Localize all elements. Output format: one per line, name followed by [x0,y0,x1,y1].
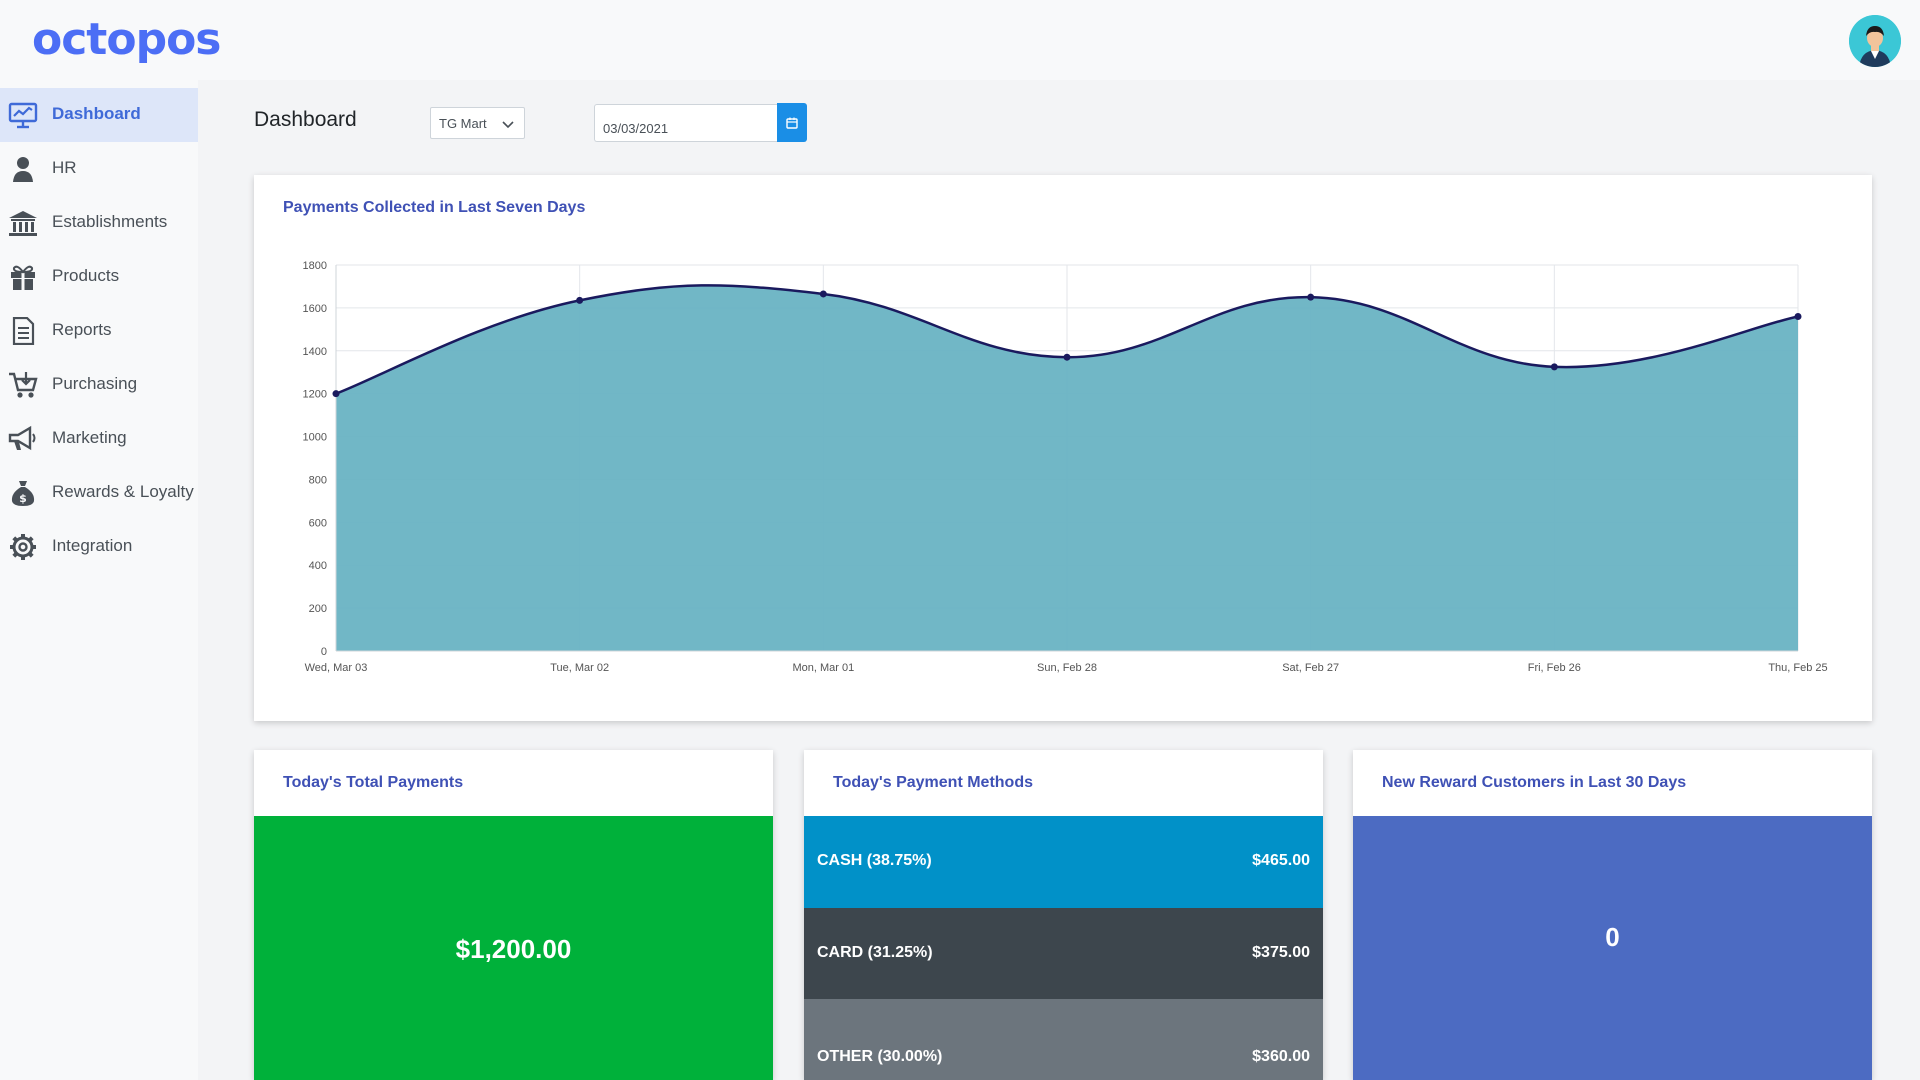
payments-area-chart: 0 200 400 600 800 1000 1200 1400 1600 1800 Wed, Ma… [303,260,1828,674]
sidebar-item-dashboard[interactable]: Dashboard [0,88,198,142]
sidebar-item-label: Purchasing [52,374,138,393]
y-tick-label: 1800 [303,260,327,272]
user-avatar[interactable] [1849,15,1901,67]
y-tick-label: 1600 [303,303,327,315]
avatar-icon [1849,15,1901,67]
sidebar-item-products[interactable]: Products [0,250,198,304]
sidebar-item-purchasing[interactable]: Purchasing [0,358,198,412]
sidebar-item-reports[interactable]: Reports [0,304,198,358]
y-tick-label: 800 [309,474,327,486]
calendar-icon [786,117,798,129]
page-title: Dashboard [254,108,357,131]
x-tick-label: Mon, Mar 01 [792,662,854,674]
sidebar-item-label: Integration [52,536,133,555]
x-tick-label: Sun, Feb 28 [1037,662,1097,674]
payment-method-label: CASH (38.75%) [817,852,932,869]
sidebar-item-label: Establishments [52,212,168,231]
reward-customers-value: 0 [1605,922,1620,952]
data-point [576,296,584,304]
app-logo[interactable]: octopos [32,14,221,65]
y-tick-label: 200 [309,603,327,615]
cart-icon [8,371,38,399]
dashboard-chart-icon [8,101,38,129]
x-tick-label: Thu, Feb 25 [1768,662,1827,674]
store-select-value: TG Mart [439,116,487,131]
data-point [1550,363,1558,371]
document-icon [8,317,38,345]
sidebar-item-hr[interactable]: HR [0,142,198,196]
total-payments-value: $1,200.00 [455,934,572,964]
calendar-button[interactable] [777,103,807,142]
sidebar-item-marketing[interactable]: Marketing [0,412,198,466]
payment-methods-card: Today's Payment Methods CASH (38.75%) $4… [804,750,1323,1080]
data-point [332,390,340,398]
total-payments-card: Today's Total Payments $1,200.00 [254,750,773,1080]
sidebar-item-label: HR [52,158,77,177]
payment-method-row-other: OTHER (30.00%) $360.00 [804,999,1323,1080]
y-tick-label: 0 [321,646,327,658]
y-tick-label: 600 [309,517,327,529]
gear-icon [8,533,38,561]
payment-method-row-cash: CASH (38.75%) $465.00 [804,816,1323,908]
payment-method-amount: $360.00 [1252,1048,1310,1065]
y-tick-label: 400 [309,560,327,572]
sidebar-item-label: Rewards & Loyalty [52,482,194,501]
total-payments-title: Today's Total Payments [283,774,464,791]
gift-icon [8,263,38,291]
x-tick-label: Tue, Mar 02 [550,662,609,674]
payment-method-row-card: CARD (31.25%) $375.00 [804,908,1323,999]
reward-customers-title: New Reward Customers in Last 30 Days [1382,774,1687,791]
reward-customers-card: New Reward Customers in Last 30 Days 0 [1353,750,1872,1080]
date-input[interactable] [594,104,778,142]
sidebar-item-rewards-loyalty[interactable]: $ Rewards & Loyalty [0,466,198,520]
svg-text:$: $ [19,492,27,505]
data-point [1307,293,1315,301]
payments-area-fill [336,285,1798,651]
data-point [819,290,827,298]
money-bag-icon: $ [8,479,38,507]
y-tick-label: 1200 [303,389,327,401]
y-tick-label: 1000 [303,432,327,444]
store-select[interactable]: TG Mart [430,107,525,139]
payment-method-label: OTHER (30.00%) [817,1048,943,1065]
y-tick-label: 1400 [303,346,327,358]
data-point [1794,312,1802,320]
sidebar-item-establishments[interactable]: Establishments [0,196,198,250]
x-tick-label: Fri, Feb 26 [1528,662,1581,674]
sidebar-nav: Dashboard HR Establishments Products Rep… [0,80,198,1080]
payment-method-amount: $375.00 [1252,944,1310,961]
payment-method-label: CARD (31.25%) [817,944,933,961]
data-point [1063,353,1071,361]
sidebar-item-label: Reports [52,320,112,339]
payment-method-amount: $465.00 [1252,852,1310,869]
megaphone-icon [8,425,38,453]
top-bar: octopos [0,0,1920,80]
x-tick-label: Wed, Mar 03 [305,662,368,674]
payment-methods-body: CASH (38.75%) $465.00 CARD (31.25%) $375… [804,816,1323,1080]
bank-icon [8,209,38,237]
reward-customers-body: 0 [1353,816,1872,1080]
payments-chart-card: Payments Collected in Last Seven Days 0 2… [254,175,1872,721]
user-icon [8,155,38,183]
x-tick-label: Sat, Feb 27 [1282,662,1339,674]
chevron-down-icon [502,117,514,132]
sidebar-item-label: Dashboard [52,104,141,123]
sidebar-item-integration[interactable]: Integration [0,520,198,574]
sidebar-item-label: Products [52,266,120,285]
total-payments-body: $1,200.00 [254,816,773,1080]
chart-title: Payments Collected in Last Seven Days [283,199,586,216]
sidebar-item-label: Marketing [52,428,127,447]
payment-methods-title: Today's Payment Methods [833,774,1033,791]
